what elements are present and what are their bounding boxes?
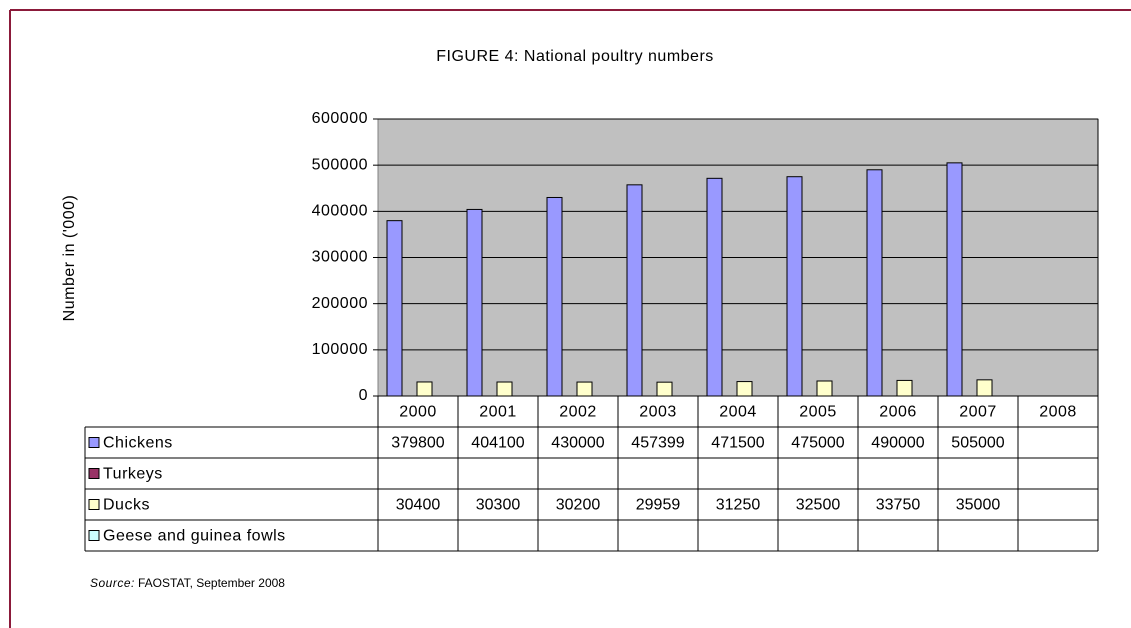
data-label: 457399 bbox=[631, 435, 684, 452]
x-tick-label: 2004 bbox=[719, 404, 757, 421]
y-tick-label: 300000 bbox=[312, 249, 368, 266]
legend-swatch bbox=[88, 468, 100, 479]
y-tick-label: 200000 bbox=[312, 295, 368, 312]
y-tick-label: 400000 bbox=[312, 203, 368, 220]
data-label: 35000 bbox=[956, 497, 1001, 514]
x-tick-label: 2008 bbox=[1039, 404, 1077, 421]
bar bbox=[386, 220, 403, 397]
x-tick-label: 2001 bbox=[479, 404, 517, 421]
bar bbox=[736, 381, 753, 397]
legend-swatch bbox=[88, 499, 100, 510]
bar bbox=[946, 162, 963, 397]
source-label: Source: bbox=[90, 576, 135, 590]
data-label: 475000 bbox=[791, 435, 844, 452]
y-tick-label: 600000 bbox=[312, 110, 368, 127]
bar bbox=[496, 381, 513, 397]
y-tick-label: 100000 bbox=[312, 341, 368, 358]
bar bbox=[816, 380, 833, 397]
bar bbox=[576, 381, 593, 397]
bar bbox=[866, 169, 883, 397]
y-axis-label: Number in ('000) bbox=[61, 195, 78, 322]
bar bbox=[626, 184, 643, 397]
data-label: 379800 bbox=[391, 435, 444, 452]
legend-label: Turkeys bbox=[103, 466, 163, 483]
data-label: 430000 bbox=[551, 435, 604, 452]
x-tick-label: 2006 bbox=[879, 404, 917, 421]
x-tick-label: 2007 bbox=[959, 404, 997, 421]
bar bbox=[976, 379, 993, 397]
legend-label: Ducks bbox=[103, 497, 150, 514]
bar bbox=[656, 381, 673, 397]
y-tick-label: 500000 bbox=[312, 156, 368, 173]
bar bbox=[706, 177, 723, 397]
source: FAOSTAT, September 2008 bbox=[138, 576, 285, 590]
data-label: 32500 bbox=[796, 497, 841, 514]
data-label: 31250 bbox=[716, 497, 761, 514]
x-tick-label: 2000 bbox=[399, 404, 437, 421]
legend-label: Geese and guinea fowls bbox=[103, 528, 286, 545]
chart-title: FIGURE 4: National poultry numbers bbox=[436, 48, 714, 65]
legend-label: Chickens bbox=[103, 435, 173, 452]
bar bbox=[546, 196, 563, 397]
bar bbox=[416, 381, 433, 397]
y-tick-label: 0 bbox=[359, 387, 368, 404]
bar bbox=[466, 208, 483, 397]
x-tick-label: 2005 bbox=[799, 404, 837, 421]
bar bbox=[786, 176, 803, 397]
data-label: 490000 bbox=[871, 435, 924, 452]
bar bbox=[896, 379, 913, 397]
data-label: 29959 bbox=[636, 497, 681, 514]
data-label: 404100 bbox=[471, 435, 524, 452]
data-label: 30400 bbox=[396, 497, 441, 514]
data-label: 505000 bbox=[951, 435, 1004, 452]
data-label: 471500 bbox=[711, 435, 764, 452]
data-label: 33750 bbox=[876, 497, 921, 514]
data-label: 30200 bbox=[556, 497, 601, 514]
data-label: 30300 bbox=[476, 497, 521, 514]
legend-swatch bbox=[88, 530, 100, 541]
x-tick-label: 2003 bbox=[639, 404, 677, 421]
x-tick-label: 2002 bbox=[559, 404, 597, 421]
legend-swatch bbox=[88, 437, 100, 448]
